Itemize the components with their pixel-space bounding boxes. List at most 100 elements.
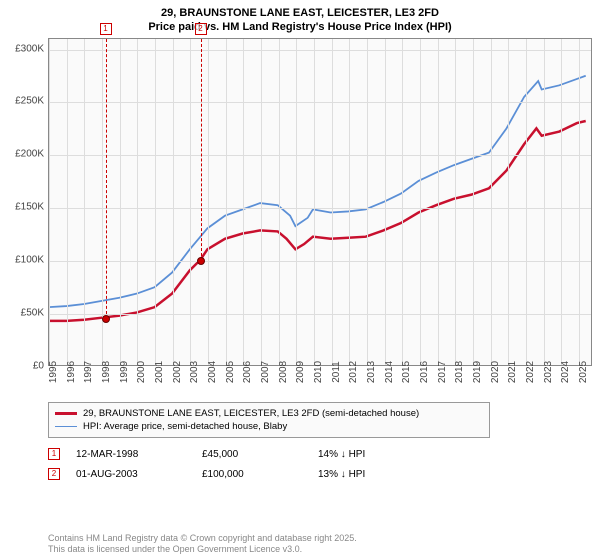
x-axis-label: 2006	[242, 361, 253, 383]
sale-date: 01-AUG-2003	[76, 469, 186, 480]
x-axis-label: 2013	[366, 361, 377, 383]
x-axis-label: 2016	[419, 361, 430, 383]
gridline-v	[208, 39, 209, 365]
sale-row: 201-AUG-2003£100,00013% ↓ HPI	[48, 464, 548, 484]
gridline-h	[49, 208, 591, 209]
gridline-v	[120, 39, 121, 365]
gridline-v	[544, 39, 545, 365]
gridline-v	[561, 39, 562, 365]
x-axis-label: 1998	[101, 361, 112, 383]
legend-item-hpi: HPI: Average price, semi-detached house,…	[55, 420, 483, 433]
x-axis-label: 2018	[454, 361, 465, 383]
title-line-2: Price paid vs. HM Land Registry's House …	[10, 20, 590, 34]
gridline-v	[173, 39, 174, 365]
marker-dot	[102, 315, 110, 323]
y-axis-label: £200K	[0, 149, 44, 160]
x-axis-label: 2020	[490, 361, 501, 383]
y-axis-label: £0	[0, 361, 44, 372]
sale-price: £45,000	[202, 449, 302, 460]
x-axis-label: 2008	[278, 361, 289, 383]
x-axis-label: 2003	[189, 361, 200, 383]
gridline-h	[49, 102, 591, 103]
legend-label-hpi: HPI: Average price, semi-detached house,…	[83, 421, 287, 432]
footer-line-1: Contains HM Land Registry data © Crown c…	[48, 533, 357, 545]
chart-area: 12 £0 £50K £100K £150K £200K £250K £300K 1995 19…	[0, 38, 600, 394]
plot-area: 12	[48, 38, 592, 366]
gridline-v	[579, 39, 580, 365]
gridline-v	[296, 39, 297, 365]
gridline-v	[349, 39, 350, 365]
gridline-h	[49, 155, 591, 156]
sale-marker: 1	[48, 448, 60, 460]
gridline-v	[49, 39, 50, 365]
x-axis-label: 1995	[48, 361, 59, 383]
legend-item-property: 29, BRAUNSTONE LANE EAST, LEICESTER, LE3…	[55, 407, 483, 420]
x-axis-label: 2025	[578, 361, 589, 383]
sale-row: 1 12-MAR-1998 £45,000 14% ↓ HPI	[48, 444, 548, 464]
x-axis-label: 2022	[525, 361, 536, 383]
x-axis-label: 2009	[295, 361, 306, 383]
chart-svg	[49, 39, 591, 365]
gridline-v	[491, 39, 492, 365]
x-axis-label: 2005	[225, 361, 236, 383]
legend-label-property: 29, BRAUNSTONE LANE EAST, LEICESTER, LE3…	[83, 408, 419, 419]
gridline-v	[261, 39, 262, 365]
gridline-h	[49, 261, 591, 262]
gridline-v	[367, 39, 368, 365]
sale-diff: 14% ↓ HPI	[318, 449, 438, 460]
marker-line	[201, 39, 202, 261]
y-axis-label: £300K	[0, 43, 44, 54]
x-axis-label: 1999	[119, 361, 130, 383]
gridline-v	[67, 39, 68, 365]
sale-marker: 2	[48, 468, 60, 480]
x-axis-label: 2024	[560, 361, 571, 383]
gridline-v	[84, 39, 85, 365]
x-axis-label: 2007	[260, 361, 271, 383]
chart-title: 29, BRAUNSTONE LANE EAST, LEICESTER, LE3…	[0, 0, 600, 35]
gridline-v	[402, 39, 403, 365]
gridline-h	[49, 314, 591, 315]
x-axis-label: 2014	[384, 361, 395, 383]
gridline-v	[526, 39, 527, 365]
gridline-v	[455, 39, 456, 365]
x-axis-label: 2015	[401, 361, 412, 383]
x-axis-label: 2001	[154, 361, 165, 383]
gridline-v	[243, 39, 244, 365]
x-axis-label: 1997	[83, 361, 94, 383]
y-axis-label: £100K	[0, 255, 44, 266]
marker-label: 1	[100, 23, 112, 35]
sale-date: 12-MAR-1998	[76, 449, 186, 460]
x-axis-label: 2000	[136, 361, 147, 383]
series-hpi	[49, 76, 586, 307]
sales-list: 1 12-MAR-1998 £45,000 14% ↓ HPI 2 01-AUG-2003…	[48, 444, 548, 484]
gridline-v	[190, 39, 191, 365]
gridline-v	[314, 39, 315, 365]
footer: Contains HM Land Registry data © Crown c…	[48, 533, 357, 556]
legend-swatch-property	[55, 412, 77, 415]
gridline-v	[279, 39, 280, 365]
gridline-v	[385, 39, 386, 365]
gridline-v	[332, 39, 333, 365]
gridline-h	[49, 50, 591, 51]
marker-label: 2	[195, 23, 207, 35]
gridline-v	[438, 39, 439, 365]
y-axis-label: £250K	[0, 96, 44, 107]
legend: 29, BRAUNSTONE LANE EAST, LEICESTER, LE3…	[48, 402, 490, 438]
x-axis-label: 2017	[437, 361, 448, 383]
y-axis-label: £150K	[0, 202, 44, 213]
title-line-1: 29, BRAUNSTONE LANE EAST, LEICESTER, LE3…	[10, 6, 590, 20]
sale-diff: 13% ↓ HPI	[318, 469, 438, 480]
marker-line	[106, 39, 107, 319]
x-axis-label: 2012	[348, 361, 359, 383]
x-axis-label: 2021	[507, 361, 518, 383]
gridline-v	[155, 39, 156, 365]
gridline-v	[420, 39, 421, 365]
series-property	[49, 121, 586, 321]
gridline-v	[473, 39, 474, 365]
marker-dot	[197, 257, 205, 265]
gridline-v	[508, 39, 509, 365]
x-axis-label: 2023	[543, 361, 554, 383]
gridline-v	[137, 39, 138, 365]
x-axis-label: 2010	[313, 361, 324, 383]
y-axis-label: £50K	[0, 308, 44, 319]
